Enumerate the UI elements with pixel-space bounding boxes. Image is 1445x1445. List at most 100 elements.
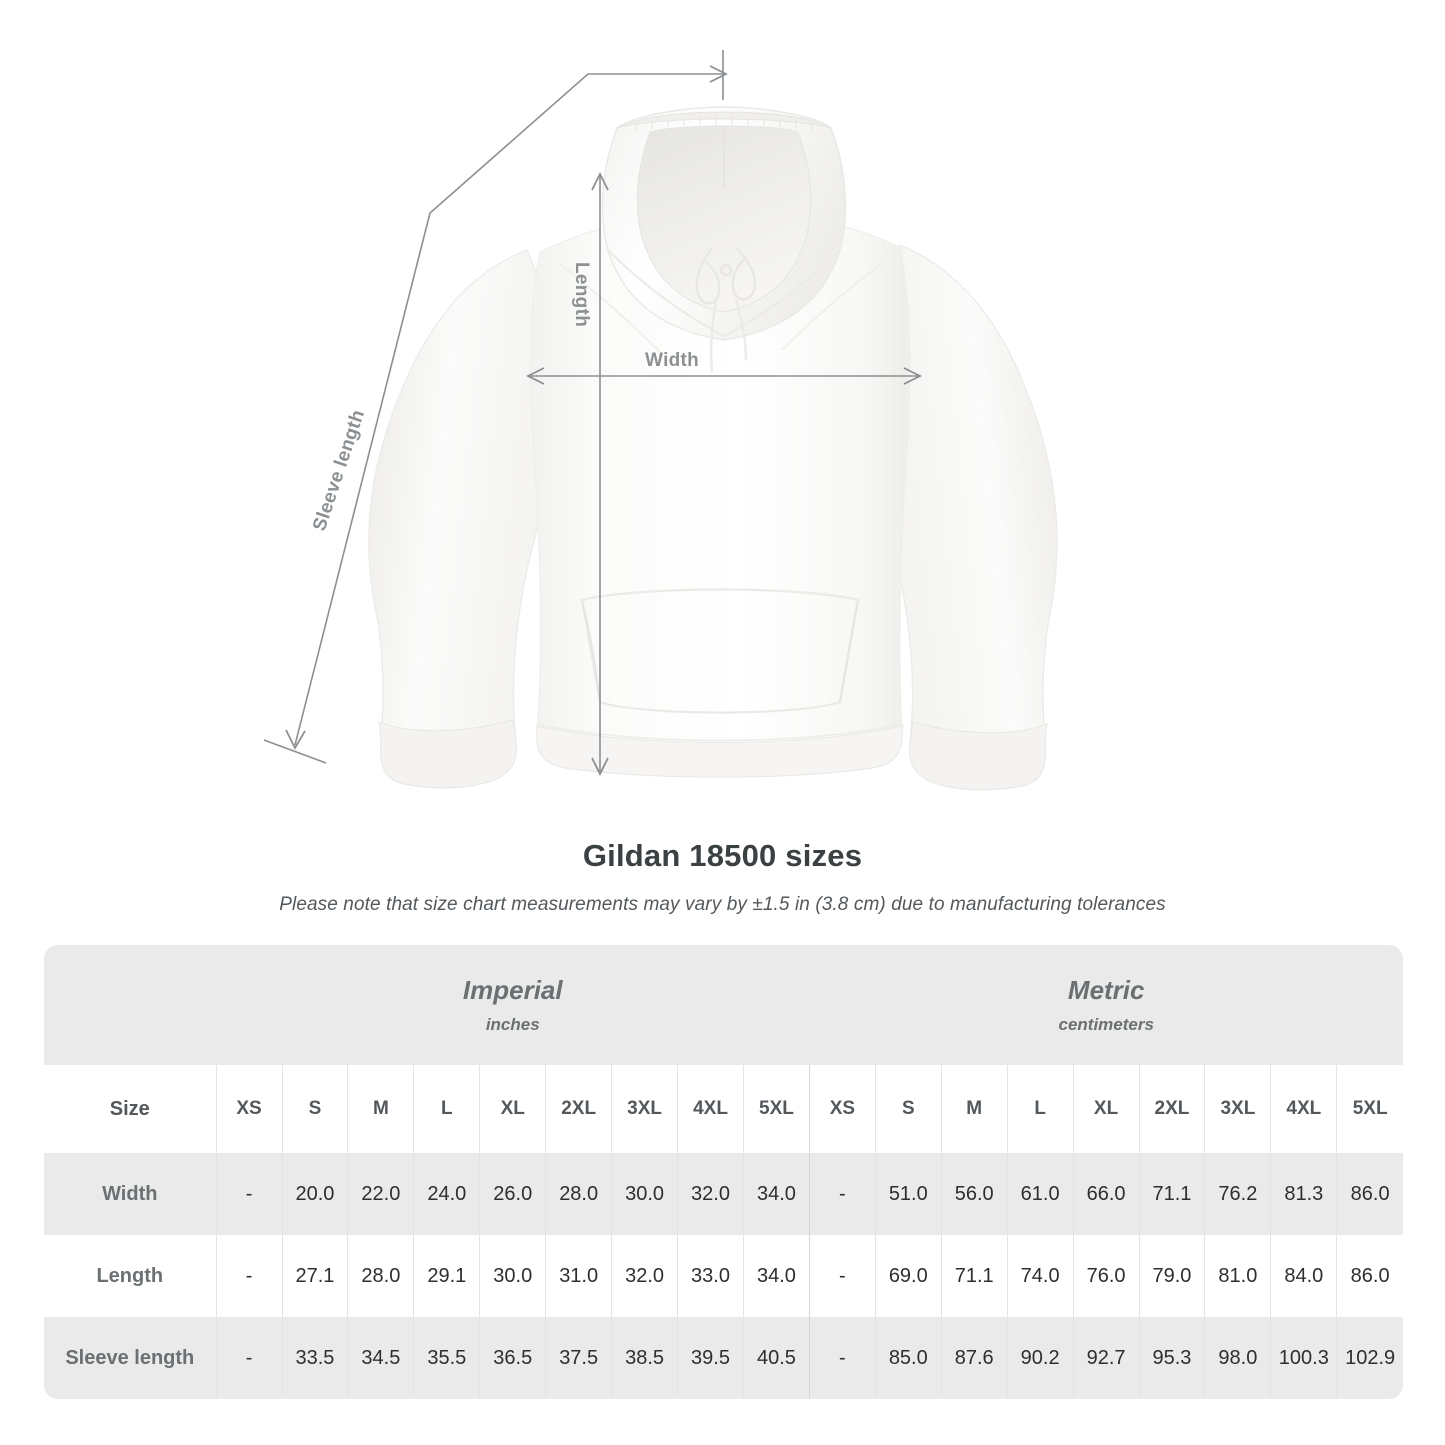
table-cell: -: [215, 1317, 283, 1399]
unit-imperial-name: Imperial: [462, 974, 563, 1005]
table-cell: 29.1: [413, 1235, 480, 1317]
right-cuff: [909, 721, 1048, 791]
table-cell: 51.0: [874, 1153, 942, 1235]
table-cell: 85.0: [874, 1317, 942, 1399]
pocket-right-opening: [839, 599, 859, 703]
table-cell: 20.0: [281, 1153, 348, 1235]
column-header-5xl: 5XL: [1336, 1065, 1403, 1153]
table-cell: -: [808, 1153, 876, 1235]
table-cell: 34.0: [742, 1153, 810, 1235]
hoodie-illustration-svg: [263, 50, 1058, 791]
drawstring-knot: [719, 263, 733, 277]
table-cell: 92.7: [1072, 1317, 1140, 1399]
left-shoulder-seam: [559, 263, 661, 353]
size-chart-table: Imperial inches Metric centimeters Size X…: [44, 945, 1403, 1399]
table-cell: -: [808, 1235, 876, 1317]
row-header-length: Length: [44, 1235, 217, 1317]
column-header-3xl: 3XL: [1204, 1065, 1271, 1153]
drawstring-left: [695, 247, 721, 305]
column-header-l: L: [413, 1065, 480, 1153]
table-cell: 36.5: [479, 1317, 546, 1399]
table-cell: -: [215, 1235, 283, 1317]
hood-top-ribbing: [616, 111, 832, 129]
table-cell: 33.0: [677, 1235, 744, 1317]
table-cell: 32.0: [611, 1235, 678, 1317]
table-cell: 28.0: [347, 1235, 414, 1317]
table-cell: 84.0: [1270, 1235, 1337, 1317]
table-row: Width -20.0 22.0 24.0 26.0 28.0 30.0 32.0 34.0-5…: [44, 1153, 1403, 1235]
unit-imperial-header: Imperial inches: [216, 945, 810, 1065]
row-header-width: Width: [44, 1153, 217, 1235]
column-header-m: M: [940, 1065, 1008, 1153]
table-cell: 81.3: [1270, 1153, 1337, 1235]
length-label: Length: [571, 262, 592, 328]
hood-inner-shadow: [636, 125, 812, 313]
size-chart-table-wrap: Imperial inches Metric centimeters Size X…: [44, 945, 1403, 1399]
table-cell: 34.5: [347, 1317, 414, 1399]
table-cell: 26.0: [479, 1153, 546, 1235]
table-cell: 100.3: [1270, 1317, 1337, 1399]
title-block: Gildan 18500 sizes Please note that size…: [0, 838, 1445, 916]
table-cell: 98.0: [1204, 1317, 1271, 1399]
column-header-4xl: 4XL: [677, 1065, 744, 1153]
table-cell: 38.5: [611, 1317, 678, 1399]
unit-banner-spacer: [44, 945, 217, 1065]
table-cell: 30.0: [611, 1153, 678, 1235]
table-cell: 74.0: [1006, 1235, 1074, 1317]
right-shoulder-seam: [781, 261, 885, 351]
table-cell: 35.5: [413, 1317, 480, 1399]
table-cell: 28.0: [545, 1153, 612, 1235]
unit-imperial-sub: inches: [485, 1014, 540, 1034]
measurement-lines: [263, 50, 923, 777]
column-header-5xl: 5XL: [742, 1065, 810, 1153]
table-cell: -: [808, 1317, 876, 1399]
bottom-hem: [535, 725, 904, 778]
neckline: [607, 249, 841, 338]
column-header-size: Size: [44, 1065, 217, 1153]
table-cell: 34.0: [742, 1235, 810, 1317]
table-cell: 87.6: [940, 1317, 1008, 1399]
table-row: Length -27.1 28.0 29.1 30.0 31.0 32.0 33.0 34.0-…: [44, 1235, 1403, 1317]
column-header-xs: XS: [808, 1065, 876, 1153]
table-cell: 79.0: [1138, 1235, 1205, 1317]
table-cell: 90.2: [1006, 1317, 1074, 1399]
column-header-4xl: 4XL: [1270, 1065, 1337, 1153]
page-title: Gildan 18500 sizes: [582, 838, 863, 873]
table-cell: 76.2: [1204, 1153, 1271, 1235]
table-cell: 56.0: [940, 1153, 1008, 1235]
table-cell: 95.3: [1138, 1317, 1205, 1399]
row-header-sleeve-length: Sleeve length: [44, 1317, 217, 1399]
column-header-xs: XS: [215, 1065, 283, 1153]
table-cell: 86.0: [1336, 1235, 1403, 1317]
column-header-xl: XL: [479, 1065, 546, 1153]
column-header-s: S: [874, 1065, 942, 1153]
table-cell: 61.0: [1006, 1153, 1074, 1235]
garment-diagram: Length Width Sleeve length: [263, 50, 1058, 791]
table-cell: 86.0: [1336, 1153, 1403, 1235]
hem-seam: [536, 723, 904, 742]
column-header-2xl: 2XL: [545, 1065, 612, 1153]
table-cell: 66.0: [1072, 1153, 1140, 1235]
drawstring-tail-right: [734, 299, 748, 361]
table-cell: 30.0: [479, 1235, 546, 1317]
table-cell: 71.1: [1138, 1153, 1205, 1235]
table-cell: 31.0: [545, 1235, 612, 1317]
hoodie-garment: [368, 106, 1058, 791]
table-row: Sleeve length -33.5 34.5 35.5 36.5 37.5 38.5 39…: [44, 1317, 1403, 1399]
column-header-l: L: [1006, 1065, 1074, 1153]
unit-metric-sub: centimeters: [1058, 1014, 1154, 1034]
width-label: Width: [645, 350, 700, 371]
width-dimension-line: [525, 367, 923, 385]
column-header-3xl: 3XL: [611, 1065, 678, 1153]
table-cell: 76.0: [1072, 1235, 1140, 1317]
column-header-s: S: [281, 1065, 348, 1153]
column-header-2xl: 2XL: [1138, 1065, 1205, 1153]
left-cuff: [378, 719, 517, 789]
table-cell: 71.1: [940, 1235, 1008, 1317]
column-header-xl: XL: [1072, 1065, 1140, 1153]
table-cell: 27.1: [281, 1235, 348, 1317]
tolerance-note: Please note that size chart measurements…: [279, 894, 1166, 915]
sleeve-bottom-tick: [263, 739, 327, 764]
table-cell: 81.0: [1204, 1235, 1271, 1317]
table-cell: 69.0: [874, 1235, 942, 1317]
